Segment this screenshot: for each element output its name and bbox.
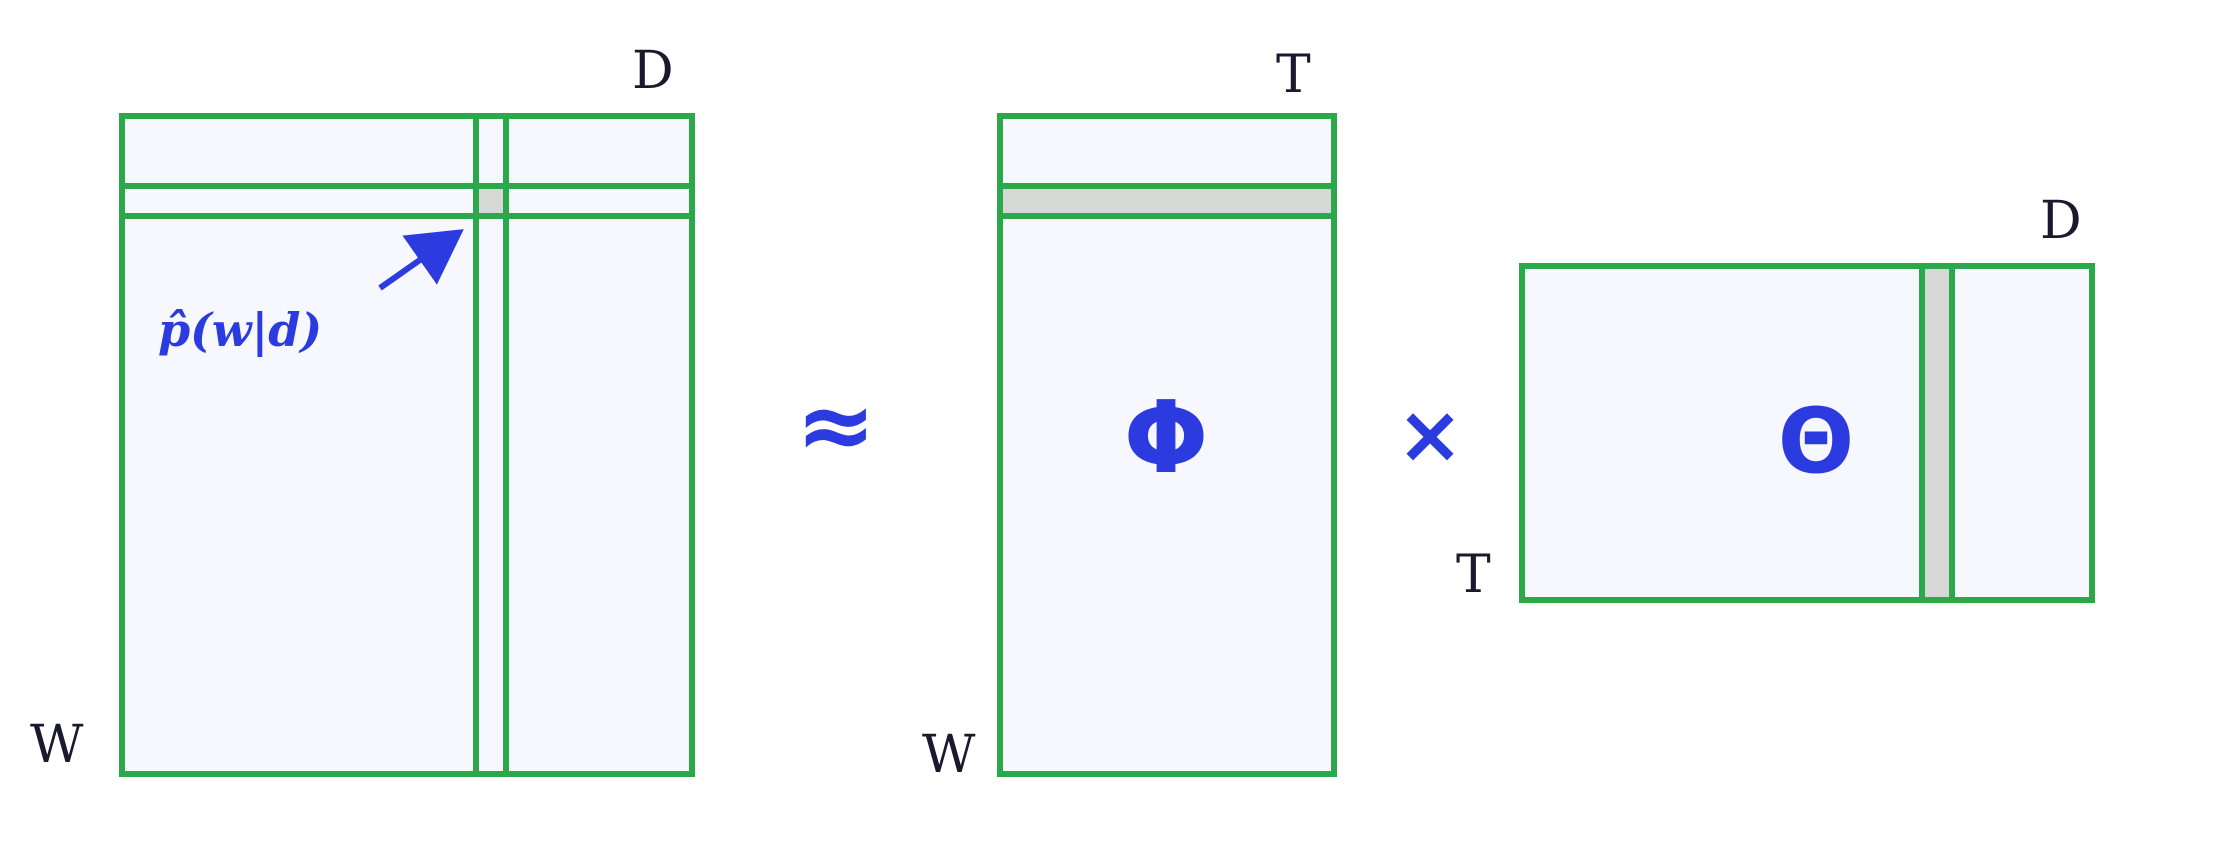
matrix-a-col-label: D [632, 41, 674, 101]
approx-operator: ≈ [796, 369, 876, 481]
matrix-theta-col-label: D [2040, 191, 2082, 251]
matrix-theta-row-label: T [1456, 545, 1491, 605]
matrix-a-row-band [119, 183, 695, 219]
matrix-theta-symbol: Θ [1778, 389, 1855, 494]
cell-probability-label: p̂(w|d) [158, 303, 322, 357]
matrix-word-document: D W p̂(w|d) [30, 41, 695, 777]
matrix-phi-row-label: W [922, 725, 976, 785]
matrix-phi-col-label: T [1276, 45, 1311, 105]
matrix-a-body [119, 113, 695, 777]
matrix-phi-symbol: Φ [1123, 379, 1208, 496]
cell-pointer-arrow [378, 229, 464, 291]
matrix-phi-row-band [997, 183, 1337, 219]
matrix-a-row-label: W [30, 715, 84, 775]
matrix-a-highlight-cell [479, 189, 503, 213]
matrix-a-column-band [473, 113, 509, 777]
matrix-theta-body [1519, 263, 2095, 603]
matrix-phi: Φ T W [922, 45, 1337, 785]
matrix-theta: Θ D T [1456, 191, 2095, 605]
matrix-theta-column-band [1919, 263, 1955, 603]
times-operator: × [1396, 388, 1463, 481]
matrix-phi-body [997, 113, 1337, 777]
